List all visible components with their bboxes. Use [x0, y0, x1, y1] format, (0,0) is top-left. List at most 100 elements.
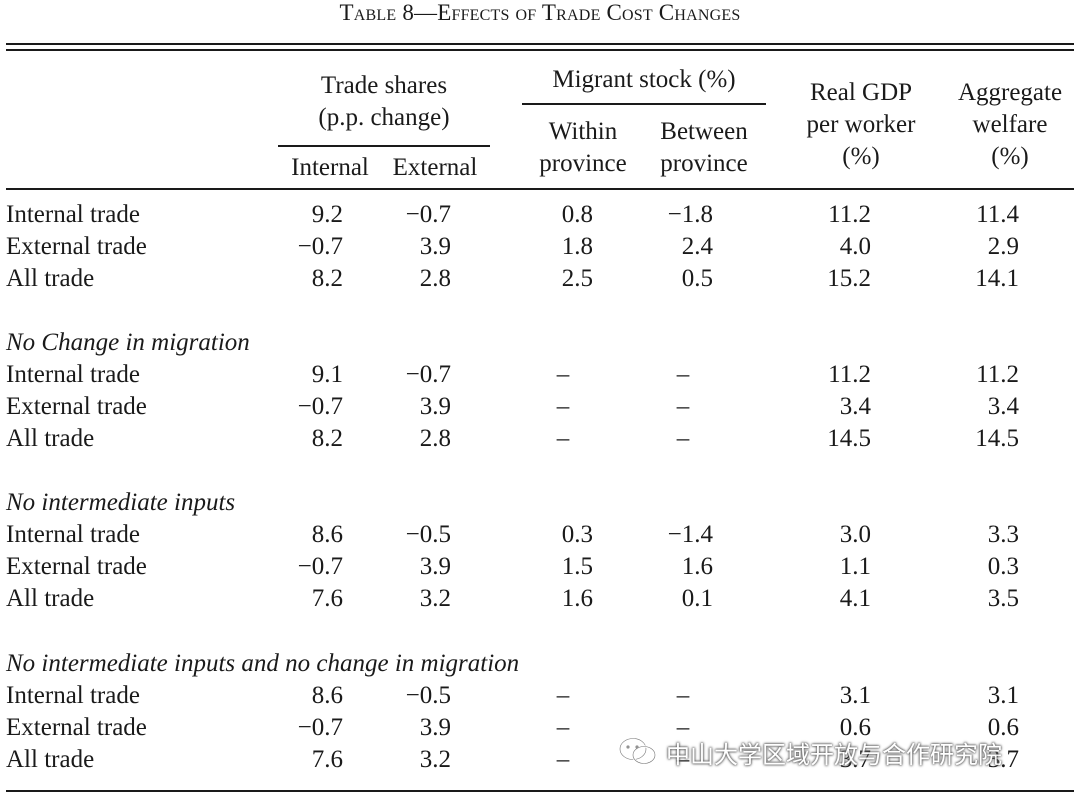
migrant-stock-underline	[522, 103, 766, 105]
cell-between: 1.6	[681, 553, 713, 580]
cell-welfare: 0.3	[987, 553, 1019, 580]
header-within-1: Within	[548, 118, 618, 145]
cell-welfare: 14.1	[975, 265, 1019, 292]
cell-within: –	[556, 393, 570, 420]
header-internal: Internal	[291, 154, 369, 181]
header-gdp-1: Real GDP	[809, 79, 913, 106]
table-title: Effects of Trade Cost Changes	[437, 0, 741, 25]
cell-between: –	[676, 361, 690, 388]
cell-external: −0.7	[405, 201, 451, 228]
cell-welfare: 0.6	[987, 714, 1019, 741]
cell-internal: 8.6	[311, 521, 343, 548]
cell-within: 1.8	[561, 233, 593, 260]
cell-internal: −0.7	[297, 393, 343, 420]
cell-external: 3.9	[419, 393, 451, 420]
header-between-1: Between	[660, 118, 748, 145]
watermark: 中山大学区域开放与合作研究院	[618, 732, 1002, 772]
trade-shares-underline	[278, 145, 490, 147]
watermark-text: 中山大学区域开放与合作研究院	[666, 740, 1002, 769]
cell-internal: −0.7	[297, 233, 343, 260]
cell-gdp: 4.1	[839, 585, 871, 612]
header-trade-shares-2: (p.p. change)	[318, 104, 450, 131]
cell-internal: 8.2	[311, 425, 343, 452]
cell-external: 2.8	[419, 265, 451, 292]
cell-external: −0.7	[405, 361, 451, 388]
header-welfare-3: (%)	[991, 143, 1029, 170]
cell-welfare: 3.4	[987, 393, 1019, 420]
cell-gdp: 3.1	[839, 682, 871, 709]
cell-internal: −0.7	[297, 553, 343, 580]
cell-external: 3.9	[419, 714, 451, 741]
cell-within: 1.6	[561, 585, 593, 612]
cell-external: 3.2	[419, 746, 451, 773]
row-label: Internal trade	[6, 361, 140, 388]
row-label: Internal trade	[6, 521, 140, 548]
header-welfare-2: welfare	[972, 111, 1048, 138]
header-migrant-stock: Migrant stock (%)	[552, 66, 736, 93]
section-title: No Change in migration	[6, 329, 250, 356]
cell-internal: 7.6	[311, 746, 343, 773]
cell-internal: −0.7	[297, 714, 343, 741]
cell-between: 0.5	[681, 265, 713, 292]
cell-gdp: 3.0	[839, 521, 871, 548]
section-title: No intermediate inputs and no change in …	[6, 650, 520, 677]
cell-between: –	[676, 746, 690, 773]
row-label: All trade	[6, 746, 95, 773]
cell-gdp: 0.6	[839, 714, 871, 741]
cell-welfare: 2.9	[987, 233, 1019, 260]
cell-within: –	[556, 682, 570, 709]
row-label: Internal trade	[6, 201, 140, 228]
cell-welfare: 3.1	[987, 682, 1019, 709]
cell-welfare: 3.5	[987, 585, 1019, 612]
cell-gdp: 3.7	[839, 746, 871, 773]
cell-welfare: 11.2	[976, 361, 1019, 388]
table-caption: Table 8—Effects of Trade Cost Changes	[0, 0, 1080, 30]
row-label: External trade	[6, 714, 147, 741]
bottom-rule	[6, 790, 1074, 792]
cell-external: 3.9	[419, 553, 451, 580]
top-rule-1	[6, 43, 1074, 45]
cell-within: 0.8	[561, 201, 593, 228]
cell-internal: 8.2	[311, 265, 343, 292]
cell-internal: 7.6	[311, 585, 343, 612]
cell-external: 2.8	[419, 425, 451, 452]
cell-external: 3.9	[419, 233, 451, 260]
section-title: No intermediate inputs	[6, 489, 236, 516]
cell-within: 0.3	[561, 521, 593, 548]
row-label: Internal trade	[6, 682, 140, 709]
cell-internal: 9.1	[311, 361, 343, 388]
cell-welfare: 14.5	[975, 425, 1019, 452]
wechat-icon	[618, 737, 657, 765]
row-label: External trade	[6, 553, 147, 580]
row-label: All trade	[6, 585, 95, 612]
header-trade-shares-1: Trade shares	[320, 72, 448, 99]
row-label: External trade	[6, 233, 147, 260]
cell-welfare: 3.3	[987, 521, 1019, 548]
cell-gdp: 1.1	[839, 553, 871, 580]
cell-gdp: 14.5	[827, 425, 871, 452]
cell-within: 1.5	[561, 553, 593, 580]
cell-between: –	[676, 393, 690, 420]
cell-between: –	[676, 682, 690, 709]
cell-gdp: 11.2	[828, 361, 871, 388]
cell-gdp: 15.2	[827, 265, 871, 292]
cell-gdp: 4.0	[839, 233, 871, 260]
table-label: Table 8	[339, 0, 415, 25]
cell-external: −0.5	[405, 682, 451, 709]
cell-between: −1.8	[667, 201, 713, 228]
top-rule-2	[6, 49, 1074, 51]
cell-between: 0.1	[681, 585, 713, 612]
cell-between: –	[676, 425, 690, 452]
cell-gdp: 3.4	[839, 393, 871, 420]
row-label: External trade	[6, 393, 147, 420]
cell-external: 3.2	[419, 585, 451, 612]
caption-separator: —	[414, 0, 438, 25]
header-external: External	[392, 154, 478, 181]
cell-internal: 8.6	[311, 682, 343, 709]
cell-within: –	[556, 425, 570, 452]
cell-between: 2.4	[681, 233, 713, 260]
cell-within: –	[556, 361, 570, 388]
header-within-2: province	[539, 150, 627, 177]
row-label: All trade	[6, 425, 95, 452]
cell-within: –	[556, 714, 570, 741]
